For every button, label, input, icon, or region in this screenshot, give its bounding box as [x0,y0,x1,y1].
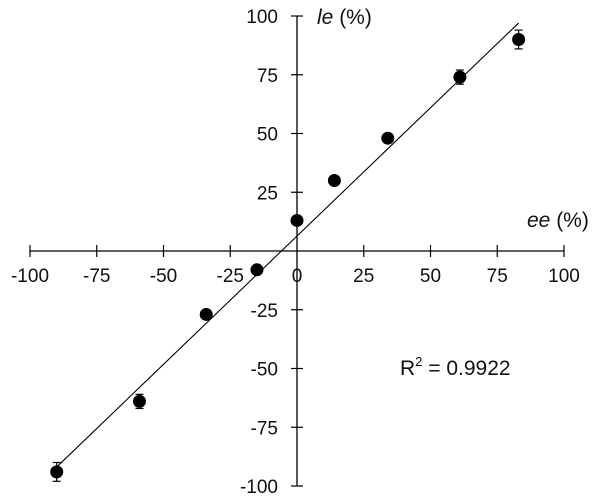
data-point [327,174,341,187]
data-point [250,263,264,277]
data-points-layer [50,29,526,482]
r-squared-annotation: R2 = 0.9922 [400,354,511,380]
x-tick-label: 25 [353,266,374,287]
r-squared-value: = 0.9922 [422,357,510,380]
y-tick-label: 100 [246,7,278,28]
y-tick-label: -25 [251,301,278,322]
y-tick-label: 25 [257,183,278,204]
x-axis-title: ee (%) [527,209,589,232]
x-tick-label: 50 [420,266,441,287]
data-point [512,33,526,46]
fit-line-layer [53,22,519,470]
data-point [50,465,64,479]
x-tick-label: 100 [548,266,580,287]
x-tick-label: -50 [150,266,177,287]
data-point [290,213,304,227]
data-point [199,307,213,321]
x-axis-title-unit: (%) [550,209,589,232]
x-tick-label: -25 [217,266,244,287]
y-axis-title: le (%) [317,6,372,29]
y-axis-title-unit: (%) [333,6,372,29]
r-squared-superscript: 2 [415,354,422,369]
x-axis-title-italic: ee [527,209,550,232]
y-axis-title-italic: le [317,6,333,29]
data-point [381,131,395,145]
regression-line [53,22,519,470]
data-point [453,70,467,84]
y-tick-label: 75 [257,66,278,87]
axes-layer: -100 -75 -50 -25 0 25 50 75 100 100 75 50 25 -25 -50 -7… [11,7,580,498]
r-squared-base: R [400,357,415,380]
data-point [132,394,146,408]
x-tick-label: -100 [11,266,49,287]
x-tick-label: 0 [292,266,303,287]
y-tick-label: -50 [251,360,278,381]
x-tick-label: -75 [83,266,110,287]
y-tick-label: -100 [240,477,278,498]
y-tick-label: 50 [257,125,278,146]
x-tick-label: 75 [487,266,508,287]
y-tick-label: -75 [251,418,278,439]
